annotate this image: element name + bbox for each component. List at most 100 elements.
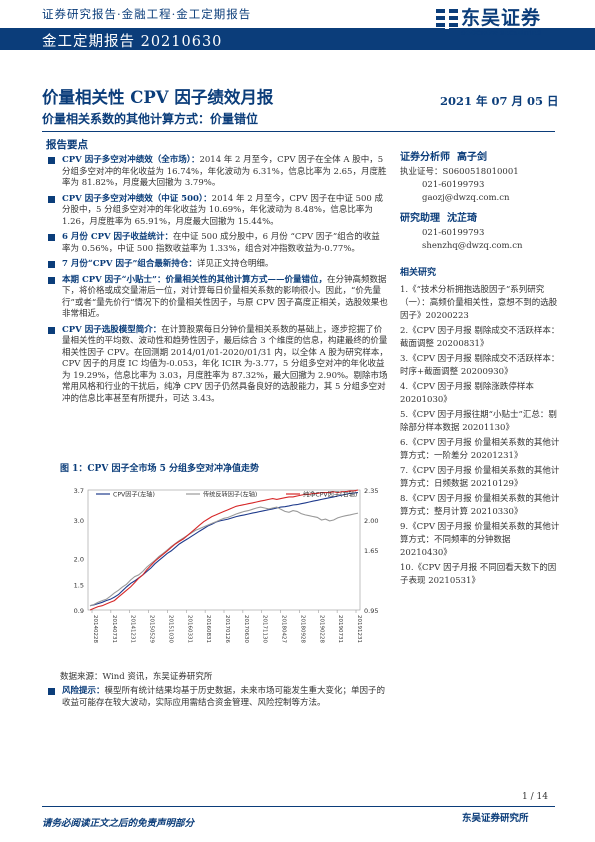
- left-axis-tick-label: 1.5: [74, 581, 84, 589]
- left-axis-tick-label: 3.0: [74, 517, 84, 525]
- bullet-square-icon: [48, 157, 55, 164]
- legend-label: CPV因子(左轴): [113, 491, 155, 499]
- related-research-item[interactable]: 9.《CPV 因子月报 价量相关系数的其他计算方式：不同频率的分钟数据 2021…: [400, 522, 560, 558]
- related-research-item[interactable]: 10.《CPV 因子月报 不同回看天数下的因子表现 20210531》: [400, 563, 557, 586]
- figure-source: 数据来源：Wind 资讯，东吴证券研究所: [60, 672, 213, 682]
- analyst-email[interactable]: gaozj@dwzq.com.cn: [422, 193, 510, 203]
- key-point-text: 在中证 500 成分股中，6 月份 “CPV 因子”组合的收益率为 0.56%，…: [62, 232, 380, 254]
- x-axis-tick-label: 20191231: [356, 615, 362, 643]
- x-axis-tick-label: 20190228: [318, 615, 324, 643]
- assistant-name: 沈芷琦: [446, 213, 477, 224]
- key-point-item: CPV 因子多空对冲绩效（中证 500）：2014 年 2 月至今，CPV 因子…: [46, 194, 388, 229]
- figure-title: 图 1：CPV 因子全市场 5 分组多空对冲净值走势: [60, 464, 259, 474]
- x-axis-tick-label: 20160331: [186, 615, 192, 643]
- x-axis-tick-label: 20140731: [111, 615, 117, 643]
- report-series-title: 金工定期报告 20210630: [42, 34, 223, 50]
- right-axis-tick-label: 0.95: [364, 607, 378, 615]
- key-point-lead: CPV 因子选股模型简介：: [62, 324, 162, 335]
- x-axis-tick-label: 20151030: [167, 615, 173, 643]
- report-title: 价量相关性 CPV 因子绩效月报: [42, 88, 274, 107]
- left-axis-tick-label: 0.9: [74, 607, 84, 615]
- bullet-square-icon: [48, 276, 55, 284]
- x-axis-tick-label: 20180427: [281, 615, 287, 643]
- assistant-label: 研究助理: [400, 213, 440, 224]
- nav-chart-svg: 0.9 1.5 2.0 3.0 3.7 0.95 1.65 2.00 2.35 20140228 2…: [74, 487, 379, 643]
- analyst-name: 高子剑: [456, 152, 487, 163]
- risk-item: 风险提示：模型所有统计结果均基于历史数据，未来市场可能发生重大变化；单因子的收益…: [46, 686, 390, 709]
- license-number: S0600518010001: [442, 167, 519, 177]
- key-point-text: 2014 年 2 月至今，CPV 因子在全体 A 股中，5 分组多空对冲的年化收…: [62, 155, 387, 188]
- related-research-heading: 相关研究: [400, 268, 437, 278]
- related-research-item[interactable]: 8.《CPV 因子月报 价量相关系数的其他计算方式：整月计算 20210330》: [400, 494, 560, 517]
- key-point-lead: CPV 因子多空对冲绩效（中证 500）：: [62, 193, 212, 204]
- key-point-text: 在分钟高频数据下，将价格或成交量滞后一位，对计算每日价量相关系数的影响很小。因此…: [62, 274, 388, 320]
- left-axis-tick-label: 3.7: [74, 487, 84, 495]
- logo-english-name: SOOCHOW SECURITIES: [461, 30, 542, 37]
- bullet-square-icon: [48, 261, 55, 268]
- related-research-item[interactable]: 1.《“技术分析拥抱选股因子”系列研究（一）：高频价量相关性，意想不到的选股因子…: [400, 285, 558, 321]
- key-point-lead: 6 月份 CPV 因子收益统计：: [62, 232, 174, 242]
- x-axis-tick-label: 20140228: [92, 615, 98, 643]
- risk-lead: 风险提示：: [62, 686, 105, 696]
- key-point-lead: 7 月份“CPV 因子”组合最新持仓：: [62, 259, 197, 269]
- sidebar: 证券分析师 高子剑 执业证号：S0600518010001 021-601997…: [400, 148, 560, 590]
- key-points-heading: 报告要点: [46, 139, 88, 151]
- report-date: 2021 年 07 月 05 日: [440, 94, 559, 108]
- bullet-square-icon: [48, 688, 55, 695]
- bullet-square-icon: [48, 195, 55, 203]
- page-number: 1 / 14: [522, 792, 548, 802]
- key-point-text: 详见正文持仓明细。: [196, 259, 274, 269]
- title-divider: [42, 131, 555, 132]
- nav-chart: 0.9 1.5 2.0 3.0 3.7 0.95 1.65 2.00 2.35 20140228 2…: [60, 476, 392, 652]
- related-research-item[interactable]: 2.《CPV 因子月报 剔除成交不活跃样本：截面调整 20200831》: [400, 326, 560, 349]
- license-label: 执业证号：: [400, 167, 443, 177]
- x-axis-tick-label: 20141231: [130, 615, 136, 643]
- series-line: [89, 492, 359, 607]
- bullet-square-icon: [48, 326, 55, 334]
- x-axis-tick-label: 20180928: [299, 615, 305, 643]
- plot-frame: [87, 489, 361, 611]
- logo-chinese-name: 东吴证券: [461, 7, 542, 29]
- series-line: [89, 506, 359, 607]
- x-axis-tick-label: 20170630: [243, 615, 249, 643]
- key-point-text: 2014 年 2 月至今，CPV 因子在中证 500 成分股中，5 分组多空对冲…: [62, 193, 384, 227]
- key-point-text: 在计算股票每日分钟价量相关系数的基础上，逐步挖掘了价量相关性的平均数、波动性和趋…: [62, 324, 388, 404]
- x-axis-tick-label: 20190731: [337, 615, 343, 643]
- legend-label: 传统反转因子(左轴): [203, 491, 257, 499]
- company-logo: 东吴证券 SOOCHOW SECURITIES: [436, 3, 556, 47]
- analyst-label: 证券分析师: [400, 152, 450, 163]
- analyst-header: 证券分析师 高子剑: [400, 148, 560, 163]
- key-point-lead: 本期 CPV 因子“小贴士”：价量相关性的其他计算方式——价量错位，: [62, 274, 327, 285]
- key-point-item: 6 月份 CPV 因子收益统计：在中证 500 成分股中，6 月份 “CPV 因…: [46, 232, 388, 255]
- header-band: [0, 28, 595, 50]
- assistant-header: 研究助理 沈芷琦: [400, 209, 560, 224]
- x-axis-tick-label: 20150529: [149, 615, 155, 643]
- report-subtitle: 价量相关系数的其他计算方式：价量错位: [42, 112, 259, 126]
- related-research-item[interactable]: 4.《CPV 因子月报 剔除涨跌停样本 20201030》: [400, 382, 534, 405]
- license-line: 执业证号：S0600518010001: [400, 166, 560, 179]
- footer-divider: [42, 806, 555, 807]
- series-line: [89, 489, 359, 611]
- disclaimer-note: 请务必阅读正文之后的免责声明部分: [42, 818, 195, 829]
- key-point-item: 7 月份“CPV 因子”组合最新持仓：详见正文持仓明细。: [46, 259, 388, 271]
- assistant-email[interactable]: shenzhq@dwzq.com.cn: [422, 241, 523, 251]
- institute-name: 东吴证券研究所: [462, 813, 529, 824]
- analyst-phone: 021-60199793: [422, 180, 485, 190]
- risk-text: 模型所有统计结果均基于历史数据，未来市场可能发生重大变化；单因子的收益可能存在较…: [62, 686, 386, 708]
- key-point-item: 本期 CPV 因子“小贴士”：价量相关性的其他计算方式——价量错位，在分钟高频数…: [46, 275, 388, 321]
- x-axis-tick-label: 20160831: [205, 615, 211, 643]
- x-axis-tick-label: 20171130: [262, 615, 268, 643]
- risk-warning: 风险提示：模型所有统计结果均基于历史数据，未来市场可能发生重大变化；单因子的收益…: [46, 686, 390, 713]
- left-axis-tick-label: 2.0: [74, 556, 84, 564]
- key-point-item: CPV 因子选股模型简介：在计算股票每日分钟价量相关系数的基础上，逐步挖掘了价量…: [46, 325, 388, 406]
- related-research-item[interactable]: 3.《CPV 因子月报 剔除成交不活跃样本：时序+截面调整 20200930》: [400, 354, 560, 377]
- assistant-phone: 021-60199793: [422, 228, 485, 238]
- bullet-square-icon: [48, 234, 55, 241]
- x-axis-tick-label: 20170126: [224, 615, 230, 643]
- right-axis-tick-label: 2.00: [364, 517, 378, 525]
- key-point-item: CPV 因子多空对冲绩效（全市场）：2014 年 2 月至今，CPV 因子在全体…: [46, 155, 388, 190]
- related-research-item[interactable]: 6.《CPV 因子月报 价量相关系数的其他计算方式：一阶差分 20201231》: [400, 438, 560, 461]
- related-research-item[interactable]: 7.《CPV 因子月报 价量相关系数的其他计算方式：日频数据 20210129》: [400, 466, 560, 489]
- legend-label: 纯净CPV因子(右轴): [303, 491, 357, 499]
- related-research-item[interactable]: 5.《CPV 因子月报往期“小贴士”汇总：剔除部分样本数据 20201130》: [400, 410, 557, 433]
